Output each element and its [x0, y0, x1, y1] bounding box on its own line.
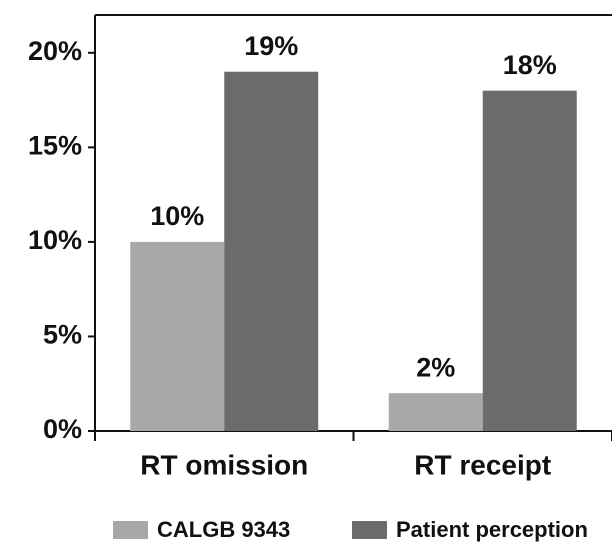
x-tick-label: RT omission	[140, 449, 308, 480]
data-label: 19%	[244, 31, 298, 61]
y-tick-label: 10%	[28, 225, 82, 255]
data-label: 18%	[503, 50, 557, 80]
x-tick-label: RT receipt	[414, 449, 551, 480]
legend-swatch	[113, 521, 148, 539]
y-tick-label: 20%	[28, 36, 82, 66]
legend-label: CALGB 9343	[157, 517, 290, 542]
bar	[482, 90, 577, 432]
y-tick-label: 15%	[28, 130, 82, 160]
bar	[130, 241, 225, 431]
y-tick-label: 0%	[43, 414, 82, 444]
data-label: 2%	[416, 352, 455, 382]
legend-label: Patient perception	[396, 517, 588, 542]
y-tick-label: 5%	[43, 320, 82, 350]
bar	[388, 393, 483, 431]
legend-swatch	[352, 521, 387, 539]
data-label: 10%	[150, 201, 204, 231]
bar	[224, 71, 319, 432]
